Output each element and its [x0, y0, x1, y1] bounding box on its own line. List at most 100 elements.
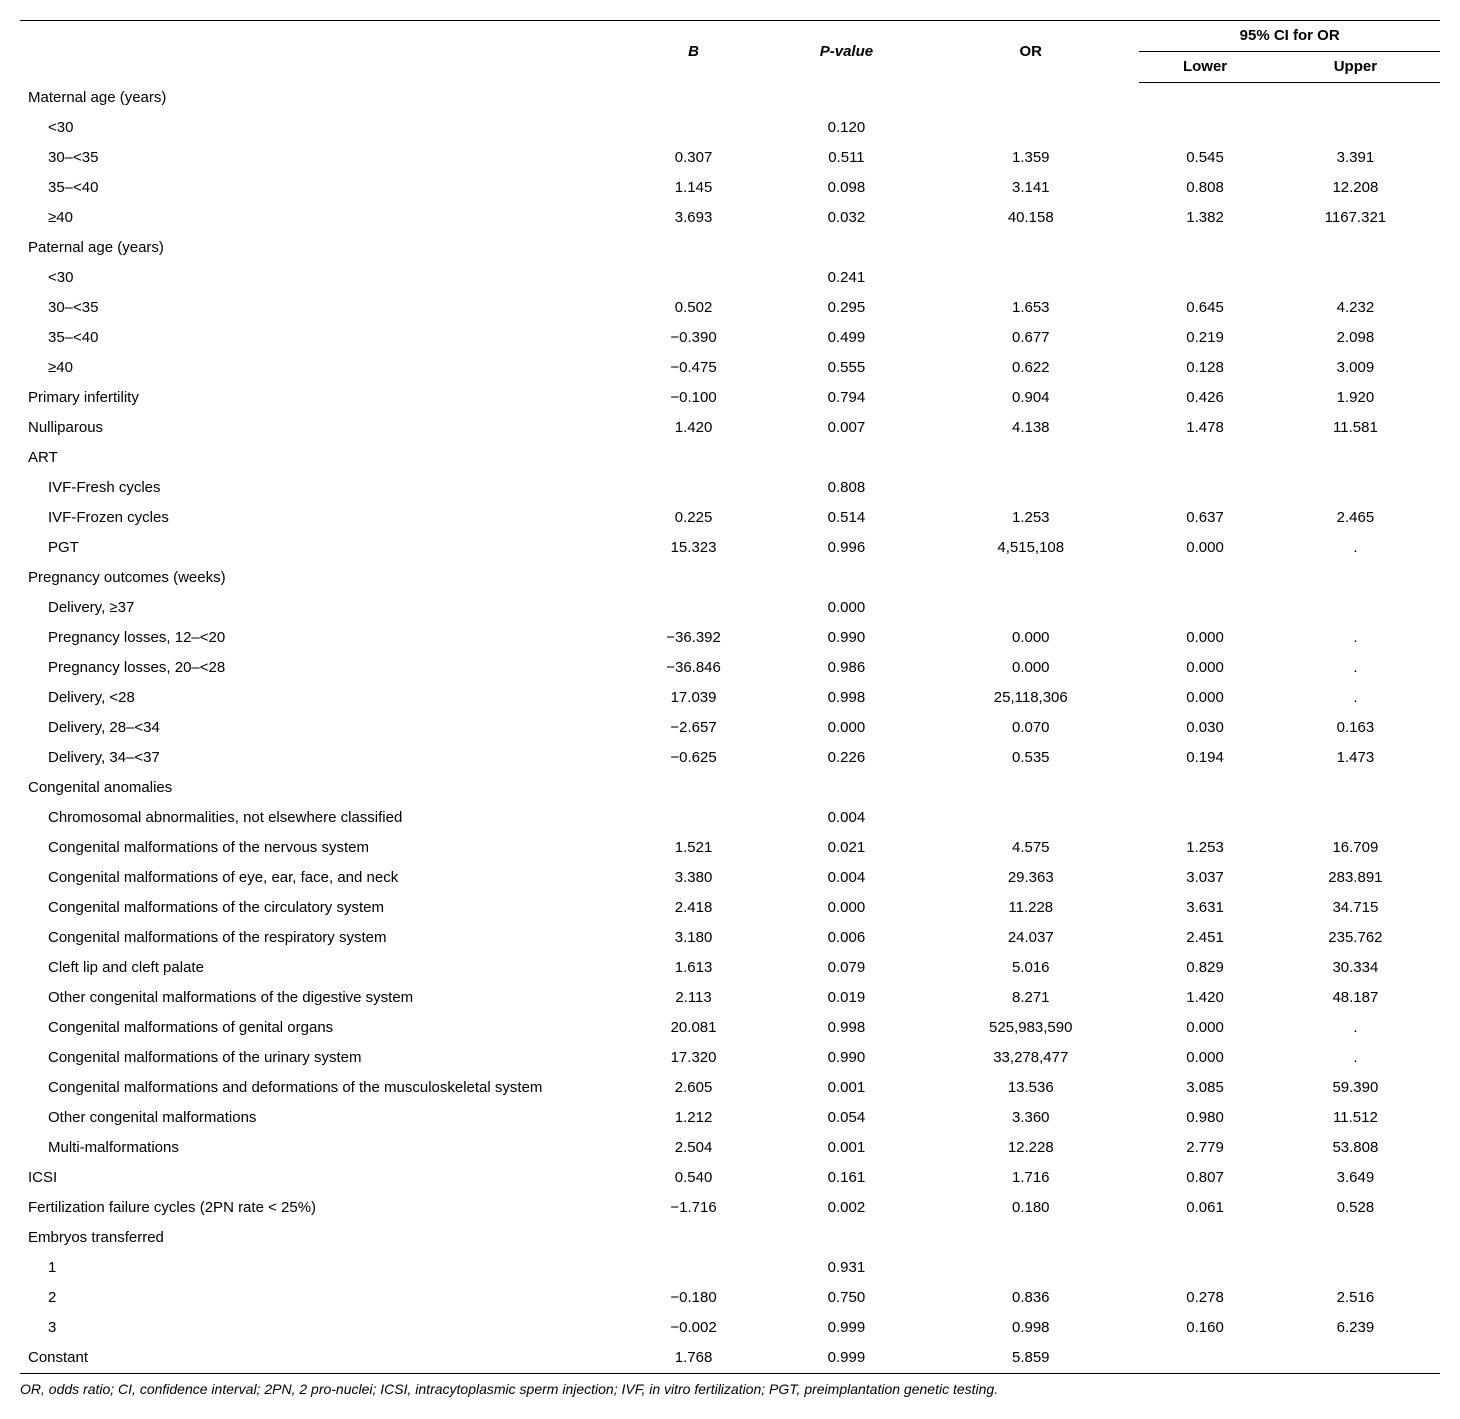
cell-b: 0.540 — [616, 1163, 770, 1193]
cell-lower — [1139, 473, 1270, 503]
cell-upper: . — [1271, 623, 1440, 653]
table-row: 30–<350.3070.5111.3590.5453.391 — [20, 143, 1440, 173]
cell-upper: 59.390 — [1271, 1073, 1440, 1103]
cell-b: 1.212 — [616, 1103, 770, 1133]
cell-b: −0.180 — [616, 1283, 770, 1313]
row-label: 30–<35 — [20, 143, 616, 173]
cell-or: 12.228 — [922, 1133, 1139, 1163]
cell-p: 0.226 — [771, 743, 923, 773]
row-label: Embryos transferred — [20, 1223, 616, 1253]
row-label: Pregnancy outcomes (weeks) — [20, 563, 616, 593]
cell-p: 0.511 — [771, 143, 923, 173]
cell-or: 11.228 — [922, 893, 1139, 923]
table-row: Delivery, 34–<37−0.6250.2260.5350.1941.4… — [20, 743, 1440, 773]
cell-lower: 0.808 — [1139, 173, 1270, 203]
table-row: Cleft lip and cleft palate1.6130.0795.01… — [20, 953, 1440, 983]
row-label: Primary infertility — [20, 383, 616, 413]
cell-lower: 0.426 — [1139, 383, 1270, 413]
table-row: 35–<40−0.3900.4990.6770.2192.098 — [20, 323, 1440, 353]
table-row: Primary infertility−0.1000.7940.9040.426… — [20, 383, 1440, 413]
table-row: Delivery, ≥370.000 — [20, 593, 1440, 623]
cell-or: 0.677 — [922, 323, 1139, 353]
row-label: 2 — [20, 1283, 616, 1313]
row-label: Constant — [20, 1343, 616, 1374]
table-row: 2−0.1800.7500.8360.2782.516 — [20, 1283, 1440, 1313]
row-label: Congenital malformations of the nervous … — [20, 833, 616, 863]
row-label: Congenital malformations of the urinary … — [20, 1043, 616, 1073]
cell-lower — [1139, 1223, 1270, 1253]
table-row: Paternal age (years) — [20, 233, 1440, 263]
cell-upper: . — [1271, 533, 1440, 563]
table-row: Congenital malformations of eye, ear, fa… — [20, 863, 1440, 893]
cell-or: 4.575 — [922, 833, 1139, 863]
cell-p: 0.999 — [771, 1343, 923, 1374]
cell-or: 4,515,108 — [922, 533, 1139, 563]
cell-p: 0.808 — [771, 473, 923, 503]
cell-upper: 11.581 — [1271, 413, 1440, 443]
cell-or: 0.622 — [922, 353, 1139, 383]
cell-b: 20.081 — [616, 1013, 770, 1043]
table-row: Constant1.7680.9995.859 — [20, 1343, 1440, 1374]
cell-lower: 1.382 — [1139, 203, 1270, 233]
cell-or: 1.653 — [922, 293, 1139, 323]
cell-upper: 3.009 — [1271, 353, 1440, 383]
header-upper: Upper — [1271, 52, 1440, 83]
cell-b — [616, 1253, 770, 1283]
table-row: 3−0.0020.9990.9980.1606.239 — [20, 1313, 1440, 1343]
cell-lower — [1139, 1343, 1270, 1374]
table-row: Chromosomal abnormalities, not elsewhere… — [20, 803, 1440, 833]
row-label: Congenital malformations of eye, ear, fa… — [20, 863, 616, 893]
cell-b: 17.039 — [616, 683, 770, 713]
cell-upper — [1271, 263, 1440, 293]
cell-upper: 235.762 — [1271, 923, 1440, 953]
cell-b: 2.504 — [616, 1133, 770, 1163]
cell-b — [616, 773, 770, 803]
row-label: Delivery, 28–<34 — [20, 713, 616, 743]
cell-lower — [1139, 1253, 1270, 1283]
cell-lower: 0.030 — [1139, 713, 1270, 743]
cell-lower — [1139, 113, 1270, 143]
table-row: Congenital anomalies — [20, 773, 1440, 803]
table-row: 30–<350.5020.2951.6530.6454.232 — [20, 293, 1440, 323]
table-row: Delivery, 28–<34−2.6570.0000.0700.0300.1… — [20, 713, 1440, 743]
cell-p: 0.000 — [771, 713, 923, 743]
cell-upper: . — [1271, 1013, 1440, 1043]
cell-b — [616, 443, 770, 473]
row-label: Congenital anomalies — [20, 773, 616, 803]
cell-upper: . — [1271, 653, 1440, 683]
table-header: B P-value OR 95% CI for OR Lower Upper — [20, 21, 1440, 83]
cell-or — [922, 803, 1139, 833]
cell-p: 0.986 — [771, 653, 923, 683]
row-label: ≥40 — [20, 353, 616, 383]
cell-b: −0.625 — [616, 743, 770, 773]
cell-p: 0.098 — [771, 173, 923, 203]
cell-b — [616, 263, 770, 293]
cell-lower: 0.219 — [1139, 323, 1270, 353]
cell-upper: 16.709 — [1271, 833, 1440, 863]
cell-upper: 53.808 — [1271, 1133, 1440, 1163]
cell-lower: 1.478 — [1139, 413, 1270, 443]
cell-b: −0.390 — [616, 323, 770, 353]
table-row: Congenital malformations of the respirat… — [20, 923, 1440, 953]
cell-or: 25,118,306 — [922, 683, 1139, 713]
cell-upper: 1.920 — [1271, 383, 1440, 413]
cell-b: 0.307 — [616, 143, 770, 173]
cell-p: 0.000 — [771, 893, 923, 923]
cell-or: 0.904 — [922, 383, 1139, 413]
cell-upper: . — [1271, 1043, 1440, 1073]
cell-upper — [1271, 233, 1440, 263]
cell-b: −0.475 — [616, 353, 770, 383]
table-row: Maternal age (years) — [20, 83, 1440, 113]
row-label: <30 — [20, 263, 616, 293]
row-label: 3 — [20, 1313, 616, 1343]
table-row: <300.241 — [20, 263, 1440, 293]
header-or: OR — [922, 21, 1139, 83]
cell-p: 0.990 — [771, 623, 923, 653]
row-label: Congenital malformations of genital orga… — [20, 1013, 616, 1043]
cell-upper — [1271, 593, 1440, 623]
cell-upper: 2.465 — [1271, 503, 1440, 533]
cell-lower: 1.420 — [1139, 983, 1270, 1013]
cell-upper — [1271, 1253, 1440, 1283]
cell-upper — [1271, 803, 1440, 833]
row-label: Delivery, 34–<37 — [20, 743, 616, 773]
